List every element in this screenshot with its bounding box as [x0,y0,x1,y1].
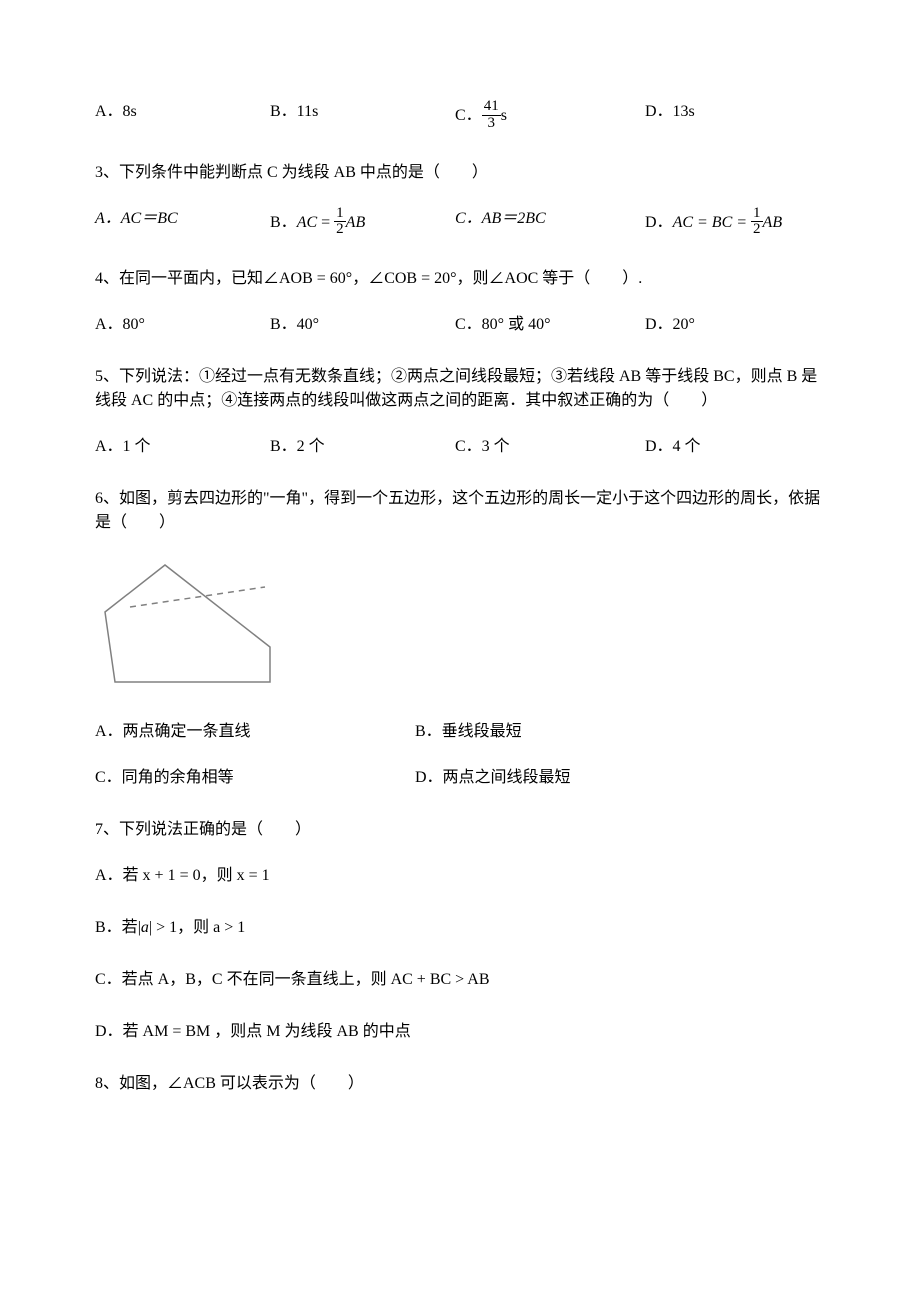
q3-d-fraction: 12 [751,206,763,239]
q6-option-c: C．同角的余角相等 [95,766,415,790]
q4-option-b: B．40° [270,313,455,337]
q2-option-d: D．13s [645,100,695,133]
q7-a-text: A．若 x + 1 = 0，则 x = 1 [95,867,270,884]
q7-d-text: D．若 AM = BM ，则点 M 为线段 AB 的中点 [95,1023,411,1040]
q3-d-num: 1 [751,206,763,222]
q2-options: A．8s B．11s C．413s D．13s [95,100,825,133]
q3-d-rhs: AB [763,213,783,230]
q3-b-eq: = [317,213,334,230]
q6-option-a: A．两点确定一条直线 [95,720,415,744]
q6-option-d: D．两点之间线段最短 [415,766,571,790]
q7-b-prefix: B．若 [95,919,138,936]
q6-stem: 6、如图，剪去四边形的"一角"，得到一个五边形，这个五边形的周长一定小于这个四边… [95,487,825,535]
q2-c-fraction: 413 [482,99,501,132]
q2-c-prefix: C． [455,107,482,124]
q2-option-b: B．11s [270,100,455,133]
q6-option-b: B．垂线段最短 [415,720,522,744]
q4-option-a: A．80° [95,313,270,337]
q4-option-c: C．80° 或 40° [455,313,645,337]
q7-b-var: a [141,919,149,936]
q5-option-c: C．3 个 [455,435,645,459]
q7-option-d: D．若 AM = BM ，则点 M 为线段 AB 的中点 [95,1020,825,1044]
q5-options: A．1 个 B．2 个 C．3 个 D．4 个 [95,435,825,459]
q3-option-a: A．AC＝BC [95,207,270,240]
q6-options-row2: C．同角的余角相等 D．两点之间线段最短 [95,766,825,790]
q5-option-b: B．2 个 [270,435,455,459]
q2-c-den: 3 [482,115,501,132]
q4-options: A．80° B．40° C．80° 或 40° D．20° [95,313,825,337]
q2-c-num: 41 [482,99,501,115]
q7-option-a: A．若 x + 1 = 0，则 x = 1 [95,864,825,888]
q6-svg [95,557,285,692]
q3-b-prefix: B． [270,213,297,230]
q3-stem: 3、下列条件中能判断点 C 为线段 AB 中点的是（ ） [95,161,825,185]
q2-c-suffix: s [501,107,507,124]
q3-c-text: C．AB＝2BC [455,210,546,227]
q3-b-lhs: AC [297,213,317,230]
q3-options: A．AC＝BC B．AC = 12AB C．AB＝2BC D．AC = BC =… [95,207,825,240]
q3-b-num: 1 [334,206,346,222]
q2-option-a: A．8s [95,100,270,133]
q4-option-d: D．20° [645,313,695,337]
q2-option-c: C．413s [455,100,645,133]
q3-d-prefix: D． [645,213,673,230]
q3-option-b: B．AC = 12AB [270,207,455,240]
q7-stem: 7、下列说法正确的是（ ） [95,818,825,842]
q7-option-c: C．若点 A，B，C 不在同一条直线上，则 AC + BC > AB [95,968,825,992]
q3-a-text: A．AC＝BC [95,210,178,227]
q7-option-b: B．若|a| > 1，则 a > 1 [95,916,825,940]
q5-stem: 5、下列说法：①经过一点有无数条直线；②两点之间线段最短；③若线段 AB 等于线… [95,365,825,413]
q6-options-row1: A．两点确定一条直线 B．垂线段最短 [95,720,825,744]
q5-option-a: A．1 个 [95,435,270,459]
q3-b-den: 2 [334,221,346,238]
q6-diagram [95,557,825,692]
q3-b-rhs: AB [346,213,366,230]
q8-stem: 8、如图，∠ACB 可以表示为（ ） [95,1072,825,1096]
q3-option-c: C．AB＝2BC [455,207,645,240]
q3-d-den: 2 [751,221,763,238]
q3-d-lhs: AC = BC = [673,213,751,230]
q7-c-text: C．若点 A，B，C 不在同一条直线上，则 AC + BC > AB [95,971,490,988]
q3-b-fraction: 12 [334,206,346,239]
q7-b-suffix: > 1，则 a > 1 [152,919,245,936]
q4-stem: 4、在同一平面内，已知∠AOB = 60°，∠COB = 20°，则∠AOC 等… [95,267,825,291]
q5-option-d: D．4 个 [645,435,701,459]
q3-option-d: D．AC = BC = 12AB [645,207,782,240]
